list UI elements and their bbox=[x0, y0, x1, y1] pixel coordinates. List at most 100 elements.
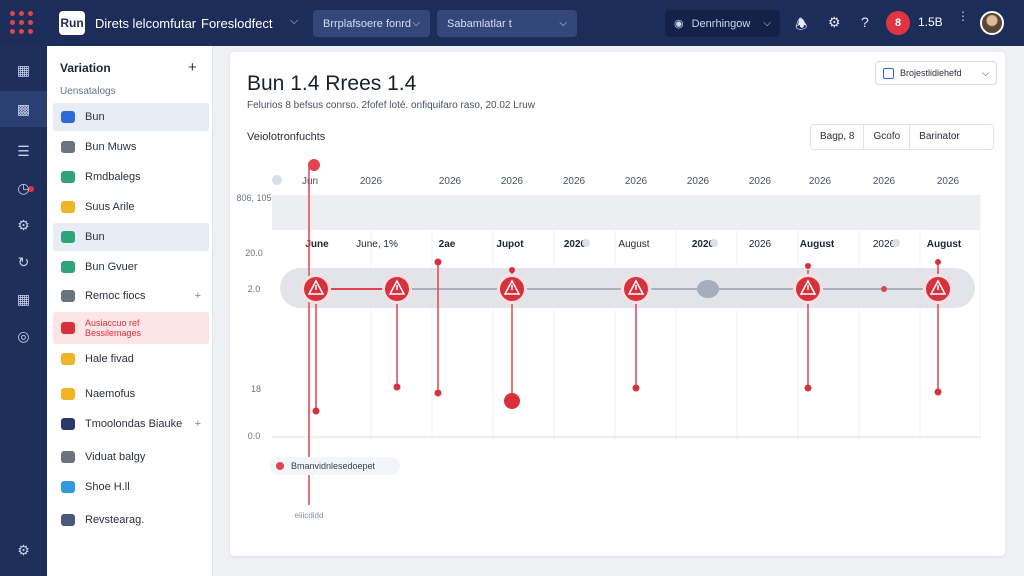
sidebar-item[interactable]: Naemofus bbox=[53, 380, 209, 408]
select-2-label: Sabamlatlar t bbox=[447, 17, 512, 30]
more-options-icon[interactable]: ⋮ bbox=[957, 9, 969, 23]
notification-badge[interactable]: 8 bbox=[886, 11, 910, 35]
environment-label: Denrhingow bbox=[691, 17, 751, 30]
environment-icon: ◉ bbox=[674, 18, 684, 30]
sidebar-item-icon bbox=[61, 514, 75, 526]
month-label: August bbox=[618, 239, 649, 250]
month-dot bbox=[892, 239, 900, 247]
incident-end-dot bbox=[312, 407, 320, 415]
sidebar-item-icon bbox=[61, 171, 75, 183]
rail-grid-icon[interactable]: ▦ bbox=[16, 61, 31, 78]
rail-target-icon[interactable]: ◎ bbox=[17, 327, 30, 344]
sidebar-item[interactable]: Shoe H.ll bbox=[53, 473, 209, 501]
legend-chip bbox=[270, 457, 400, 475]
control-mode[interactable]: Gcofo bbox=[864, 125, 911, 149]
sidebar-heading: Variation bbox=[60, 61, 111, 75]
incident-start-dot bbox=[805, 263, 811, 269]
alert-icon[interactable]: 🕭 bbox=[795, 16, 808, 32]
y-axis-label: 20.0 bbox=[245, 248, 263, 258]
month-label: 2ae bbox=[439, 239, 456, 250]
sidebar-item-icon bbox=[61, 322, 75, 334]
legend-chip-label: Bmanvidnlesedoepet bbox=[291, 461, 376, 471]
sidebar-item[interactable]: Viduat balgy bbox=[53, 443, 209, 471]
header-band bbox=[272, 195, 980, 230]
control-range[interactable]: Bagp, 8 bbox=[811, 125, 865, 149]
sidebar-item-icon bbox=[61, 418, 75, 430]
sidebar-item-label: Revstearag. bbox=[85, 514, 145, 526]
sidebar-item-label: Bun bbox=[85, 111, 105, 123]
apps-grid-icon[interactable] bbox=[10, 11, 34, 35]
sidebar-item[interactable]: Suus Arile bbox=[53, 193, 209, 221]
y-axis-label: 2.0 bbox=[248, 284, 261, 294]
project-select-button[interactable]: Brojestlidiehefd ⌵ bbox=[875, 61, 997, 85]
rail-sync-icon[interactable]: ↻ bbox=[17, 253, 30, 270]
sidebar-subheading: Uensatalogs bbox=[60, 86, 116, 97]
y-axis-label: 0.0 bbox=[248, 431, 261, 441]
chevron-down-icon: ⌵ bbox=[763, 18, 771, 29]
select-dropdown-1[interactable]: Brrplafsoere fonrd ⌵ bbox=[313, 10, 430, 37]
sidebar: Variation + Uensatalogs Bun Bun Muws Rmdba… bbox=[47, 46, 213, 576]
year-label: 2026 bbox=[501, 176, 524, 187]
warning-triangle bbox=[503, 279, 521, 295]
year-label: 2026 bbox=[873, 176, 896, 187]
marker-label: eiiicdidd bbox=[295, 511, 324, 520]
sidebar-item-label: Bun Muws bbox=[85, 141, 137, 153]
rail-users-icon[interactable]: ⚙ bbox=[17, 216, 30, 233]
rail-alert-dot bbox=[28, 186, 34, 192]
month-dot bbox=[582, 239, 590, 247]
y-axis-label: 18 bbox=[251, 384, 261, 394]
sidebar-item[interactable]: Bun bbox=[53, 103, 209, 131]
sidebar-item[interactable]: Bun Gvuer bbox=[53, 253, 209, 281]
incident-end-dot bbox=[434, 389, 442, 397]
settings-icon[interactable]: ⚙ bbox=[828, 14, 841, 30]
year-dot bbox=[272, 175, 282, 185]
sidebar-item[interactable]: Ausiaccuo ref Bessilemages bbox=[53, 312, 209, 344]
warning-triangle bbox=[799, 279, 817, 295]
rail-settings-icon[interactable]: ⚙ bbox=[17, 541, 30, 558]
month-label: 2026 bbox=[749, 239, 772, 250]
warning-triangle bbox=[627, 279, 645, 295]
sidebar-item[interactable]: Bun Muws bbox=[53, 133, 209, 161]
incident-end-dot bbox=[393, 383, 401, 391]
chevron-down-icon[interactable]: ⌵ bbox=[290, 15, 299, 27]
sidebar-item[interactable]: Tmoolondas Biauke + bbox=[53, 410, 209, 438]
chevron-down-icon: ⌵ bbox=[982, 67, 989, 78]
warning-triangle bbox=[929, 279, 947, 295]
add-icon[interactable]: + bbox=[188, 59, 197, 76]
sidebar-item[interactable]: Remoc fiocs + bbox=[53, 282, 209, 310]
sidebar-item[interactable]: Bun bbox=[53, 223, 209, 251]
month-label: August bbox=[927, 239, 962, 250]
select-dropdown-2[interactable]: Sabamlatlar t ⌵ bbox=[437, 10, 577, 37]
sidebar-item-icon bbox=[61, 481, 75, 493]
incident-drop-icon bbox=[504, 393, 520, 409]
environment-select[interactable]: ◉ Denrhingow ⌵ bbox=[665, 10, 780, 37]
rail-dashboard-icon[interactable]: ▩ bbox=[0, 91, 47, 127]
control-filter[interactable]: Barinator bbox=[919, 131, 960, 142]
help-icon[interactable]: ? bbox=[861, 14, 869, 30]
rail-clock-icon[interactable]: ◷ bbox=[17, 179, 30, 196]
year-label: 2026 bbox=[937, 176, 960, 187]
sidebar-item-label: Hale fivad bbox=[85, 353, 134, 365]
expand-icon[interactable]: + bbox=[194, 290, 201, 302]
expand-icon[interactable]: + bbox=[194, 418, 201, 430]
sidebar-item-label: Naemofus bbox=[85, 388, 136, 400]
rail-reports-icon[interactable]: ☰ bbox=[17, 142, 30, 159]
incident-end-dot bbox=[804, 384, 812, 392]
page-subtitle: Felurios 8 befsus conrso. 2fofef loté. o… bbox=[247, 100, 535, 111]
sidebar-item[interactable]: Hale fivad bbox=[53, 345, 209, 373]
incident-end-dot bbox=[632, 384, 640, 392]
sidebar-item[interactable]: Rmdbalegs bbox=[53, 163, 209, 191]
sidebar-item[interactable]: Revstearag. bbox=[53, 506, 209, 534]
sidebar-item-label: Ausiaccuo ref Bessilemages bbox=[85, 318, 142, 338]
app-logo: Run bbox=[59, 11, 85, 35]
month-label: Jupot bbox=[496, 239, 524, 250]
rail-layout-icon[interactable]: ▦ bbox=[16, 290, 31, 307]
top-bar: Run Direts lelcomfutar Foreslodfect ⌵ Br… bbox=[0, 0, 1024, 46]
incident-dot bbox=[881, 286, 887, 292]
sidebar-item-icon bbox=[61, 111, 75, 123]
version-label: 1.5B bbox=[918, 15, 943, 29]
sidebar-item-icon bbox=[61, 353, 75, 365]
avatar[interactable] bbox=[980, 11, 1004, 35]
project-name[interactable]: Foreslodfect bbox=[201, 16, 273, 31]
